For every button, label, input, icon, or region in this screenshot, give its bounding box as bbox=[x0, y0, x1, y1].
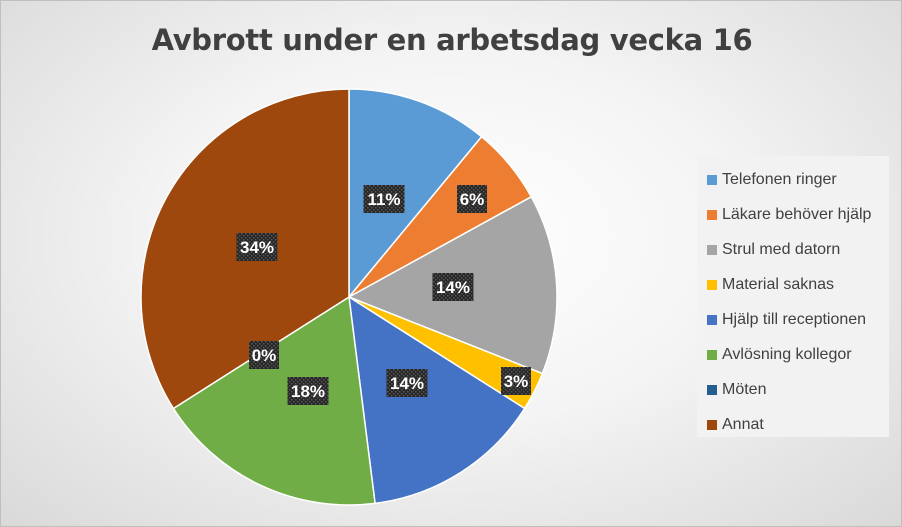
data-label-text: 14% bbox=[390, 374, 424, 393]
data-label-box bbox=[501, 367, 531, 395]
legend-label: Annat bbox=[722, 415, 764, 433]
data-label-text: 18% bbox=[291, 382, 325, 401]
legend-swatch bbox=[707, 209, 717, 220]
pie-slice-5 bbox=[348, 295, 526, 505]
data-label-2: 6% bbox=[457, 185, 487, 213]
pie-slice-1 bbox=[348, 88, 483, 300]
data-label-4: 3% bbox=[501, 367, 531, 395]
legend-swatch bbox=[707, 384, 717, 395]
legend-label: Hjälp till receptionen bbox=[722, 310, 867, 328]
legend-swatch bbox=[707, 244, 717, 255]
data-label-box bbox=[363, 185, 405, 213]
data-label-box bbox=[236, 233, 278, 261]
legend-label: Strul med datorn bbox=[722, 240, 841, 258]
legend-item: Möten bbox=[707, 372, 889, 407]
legend-swatch bbox=[707, 279, 717, 290]
data-label-box bbox=[386, 369, 428, 397]
legend-item: Material saknas bbox=[707, 267, 889, 302]
legend-item: Annat bbox=[707, 407, 889, 442]
legend: Telefonen ringer Läkare behöver hjälp Stru… bbox=[697, 156, 889, 437]
data-label-6: 18% bbox=[287, 377, 329, 405]
legend-label: Möten bbox=[722, 380, 767, 398]
data-label-5: 14% bbox=[386, 369, 428, 397]
legend-swatch bbox=[707, 314, 717, 325]
legend-label: Telefonen ringer bbox=[722, 170, 837, 188]
data-label-text: 0% bbox=[252, 346, 277, 365]
pie-slice-6 bbox=[172, 295, 376, 506]
data-label-box bbox=[287, 377, 329, 405]
legend-label: Material saknas bbox=[722, 275, 835, 293]
data-label-text: 34% bbox=[240, 238, 274, 257]
data-label-box bbox=[432, 273, 474, 301]
legend-swatch bbox=[707, 174, 717, 185]
data-label-7: 0% bbox=[249, 341, 279, 369]
legend-swatch bbox=[707, 419, 717, 430]
data-label-3: 14% bbox=[432, 273, 474, 301]
legend-label: Läkare behöver hjälp bbox=[722, 205, 872, 223]
data-label-text: 11% bbox=[367, 190, 400, 209]
data-label-8: 34% bbox=[236, 233, 278, 261]
chart-title: Avbrott under en arbetsdag vecka 16 bbox=[151, 23, 753, 57]
legend-swatch bbox=[707, 349, 717, 360]
legend-item: Strul med datorn bbox=[707, 232, 889, 267]
legend-label: Avlösning kollegor bbox=[722, 345, 852, 363]
data-label-text: 3% bbox=[504, 372, 529, 391]
data-label-box bbox=[249, 341, 279, 369]
data-label-text: 6% bbox=[460, 190, 485, 209]
data-label-box bbox=[457, 185, 487, 213]
legend-item: Avlösning kollegor bbox=[707, 337, 889, 372]
data-label-text: 14% bbox=[436, 278, 470, 297]
data-label-1: 11% bbox=[363, 185, 405, 213]
legend-item: Hjälp till receptionen bbox=[707, 302, 889, 337]
legend-item: Telefonen ringer bbox=[707, 162, 889, 197]
legend-item: Läkare behöver hjälp bbox=[707, 197, 889, 232]
